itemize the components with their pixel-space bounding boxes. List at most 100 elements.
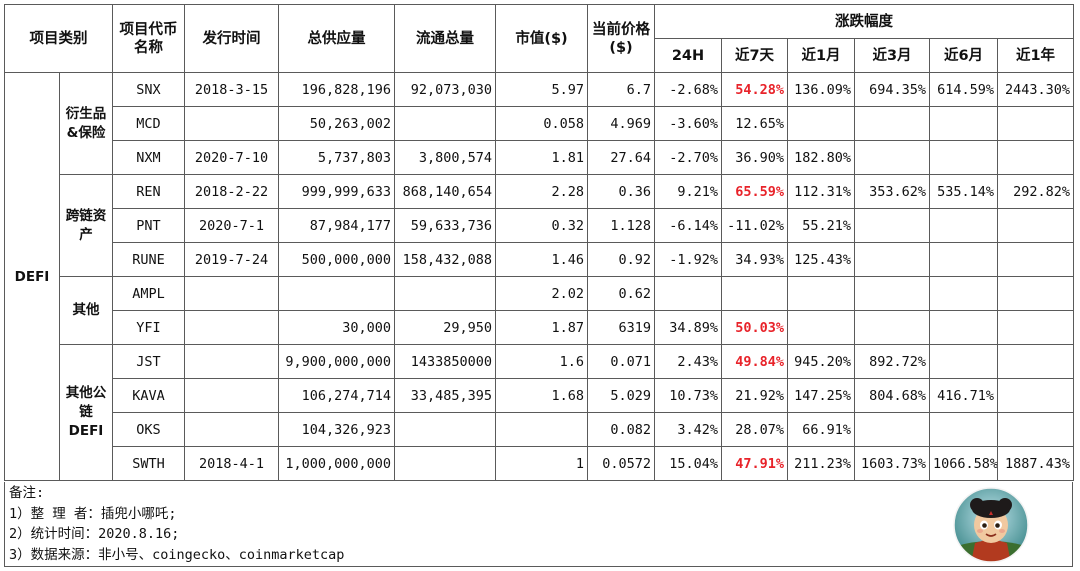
circulating-cell: 158,432,088 bbox=[394, 242, 496, 277]
circulating-cell: 3,800,574 bbox=[394, 140, 496, 175]
change-cell: 36.90% bbox=[721, 140, 788, 175]
cartoon-character-avatar-icon bbox=[953, 487, 1029, 563]
token-code-cell: SNX bbox=[112, 72, 185, 107]
change-cell bbox=[929, 412, 998, 447]
token-code-cell: PNT bbox=[112, 208, 185, 243]
table-row: NXM 2020-7-10 5,737,803 3,800,574 1.81 27.64-… bbox=[5, 140, 1075, 175]
change-cell: 9.21% bbox=[654, 174, 722, 209]
change-cell bbox=[996, 208, 1075, 243]
market-cap-cell: 2.28 bbox=[495, 174, 588, 209]
market-cap-cell: 1 bbox=[495, 446, 588, 481]
total-supply-cell: 1,000,000,000 bbox=[278, 446, 395, 481]
header-category: 项目类别 bbox=[4, 4, 113, 73]
total-supply-cell: 500,000,000 bbox=[278, 242, 395, 277]
total-supply-cell: 196,828,196 bbox=[278, 72, 395, 107]
change-cell bbox=[929, 310, 998, 345]
change-cell: 535.14% bbox=[929, 174, 998, 209]
change-cell: 21.92% bbox=[721, 378, 788, 413]
change-cell: 614.59% bbox=[929, 72, 998, 107]
header-market-cap: 市值($) bbox=[495, 4, 588, 73]
change-cell: 292.82% bbox=[996, 174, 1075, 209]
change-cell bbox=[787, 106, 855, 141]
issue-date-cell: 2018-2-22 bbox=[184, 174, 279, 209]
change-cell bbox=[854, 310, 930, 345]
change-cell: 47.91% bbox=[721, 446, 788, 481]
circulating-cell: 59,633,736 bbox=[394, 208, 496, 243]
change-cell bbox=[854, 106, 930, 141]
change-cell: 12.65% bbox=[721, 106, 788, 141]
issue-date-cell: 2018-4-1 bbox=[184, 446, 279, 481]
change-cell: 10.73% bbox=[654, 378, 722, 413]
token-code-cell: OKS bbox=[112, 412, 185, 447]
market-cap-cell: 1.81 bbox=[495, 140, 588, 175]
circulating-cell bbox=[394, 446, 496, 481]
change-cell: 1887.43% bbox=[996, 446, 1075, 481]
total-supply-cell: 104,326,923 bbox=[278, 412, 395, 447]
table-row: 其他 AMPL 2.02 0.62 bbox=[5, 276, 1075, 345]
note-line: 2）统计时间：2020.8.16; bbox=[9, 526, 180, 542]
change-cell: 66.91% bbox=[787, 412, 855, 447]
change-cell bbox=[996, 106, 1075, 141]
change-cell bbox=[996, 310, 1075, 345]
token-code-cell: AMPL bbox=[112, 276, 185, 311]
price-cell: 0.0572 bbox=[587, 446, 655, 481]
change-cell: 2443.30% bbox=[996, 72, 1075, 107]
price-cell: 0.62 bbox=[587, 276, 655, 311]
market-cap-cell: 0.32 bbox=[495, 208, 588, 243]
change-cell: -2.70% bbox=[654, 140, 722, 175]
header-row-periods: 24H 近7天 近1月 近3月 近6月 近1年 bbox=[5, 38, 1075, 73]
price-cell: 0.082 bbox=[587, 412, 655, 447]
table-row: 跨链资产 REN 2018-2-22 999,999,633 868,140,654 2.… bbox=[5, 174, 1075, 277]
market-cap-cell: 1.46 bbox=[495, 242, 588, 277]
header-period: 近3月 bbox=[854, 38, 930, 73]
table-row: DEFI 衍生品&保险 SNX 2018-3-15 196,828,196 92,073,… bbox=[4, 72, 1075, 481]
market-cap-cell: 2.02 bbox=[495, 276, 588, 311]
change-cell: 892.72% bbox=[854, 344, 930, 379]
change-cell bbox=[854, 242, 930, 277]
change-cell: 28.07% bbox=[721, 412, 788, 447]
token-code-cell: MCD bbox=[112, 106, 185, 141]
issue-date-cell bbox=[184, 378, 279, 413]
circulating-cell bbox=[394, 412, 496, 447]
change-cell: 2.43% bbox=[654, 344, 722, 379]
header-total-supply: 总供应量 bbox=[278, 4, 395, 73]
change-cell: -11.02% bbox=[721, 208, 788, 243]
change-cell: 34.93% bbox=[721, 242, 788, 277]
header-period: 近6月 bbox=[929, 38, 998, 73]
change-cell bbox=[854, 208, 930, 243]
change-cell bbox=[996, 276, 1075, 311]
change-cell bbox=[787, 276, 855, 311]
table-row: PNT 2020-7-1 87,984,177 59,633,736 0.32 1.128… bbox=[5, 208, 1075, 243]
change-cell bbox=[996, 140, 1075, 175]
change-cell: 125.43% bbox=[787, 242, 855, 277]
price-cell: 6319 bbox=[587, 310, 655, 345]
table-row: SWTH 2018-4-1 1,000,000,000 1 0.0572 15.04% 47… bbox=[5, 446, 1075, 481]
change-cell bbox=[854, 140, 930, 175]
change-cell bbox=[929, 344, 998, 379]
change-cell bbox=[929, 140, 998, 175]
header-price: 当前价格($) bbox=[587, 4, 655, 73]
issue-date-cell: 2020-7-10 bbox=[184, 140, 279, 175]
change-cell: 34.89% bbox=[654, 310, 722, 345]
token-code-cell: SWTH bbox=[112, 446, 185, 481]
table-row: 其他公链DEFI JST 9,900,000,000 1433850000 1.6 0.0… bbox=[5, 344, 1075, 481]
note-line: 1）整 理 者：插兜小哪吒; bbox=[9, 505, 177, 522]
group-name-cell: 其他 bbox=[59, 276, 113, 345]
issue-date-cell bbox=[184, 276, 279, 311]
notes-title: 备注: bbox=[9, 485, 45, 501]
change-cell: 50.03% bbox=[721, 310, 788, 345]
change-cell: 1066.58% bbox=[929, 446, 998, 481]
price-cell: 6.7 bbox=[587, 72, 655, 107]
total-supply-cell: 999,999,633 bbox=[278, 174, 395, 209]
total-supply-cell: 9,900,000,000 bbox=[278, 344, 395, 379]
change-cell: 353.62% bbox=[854, 174, 930, 209]
price-cell: 0.071 bbox=[587, 344, 655, 379]
header-code: 项目代币名称 bbox=[112, 4, 185, 73]
issue-date-cell bbox=[184, 106, 279, 141]
price-cell: 0.92 bbox=[587, 242, 655, 277]
change-cell bbox=[996, 344, 1075, 379]
category-cell: DEFI bbox=[4, 72, 60, 481]
header-period: 近7天 bbox=[721, 38, 788, 73]
change-cell bbox=[854, 276, 930, 311]
circulating-cell: 868,140,654 bbox=[394, 174, 496, 209]
